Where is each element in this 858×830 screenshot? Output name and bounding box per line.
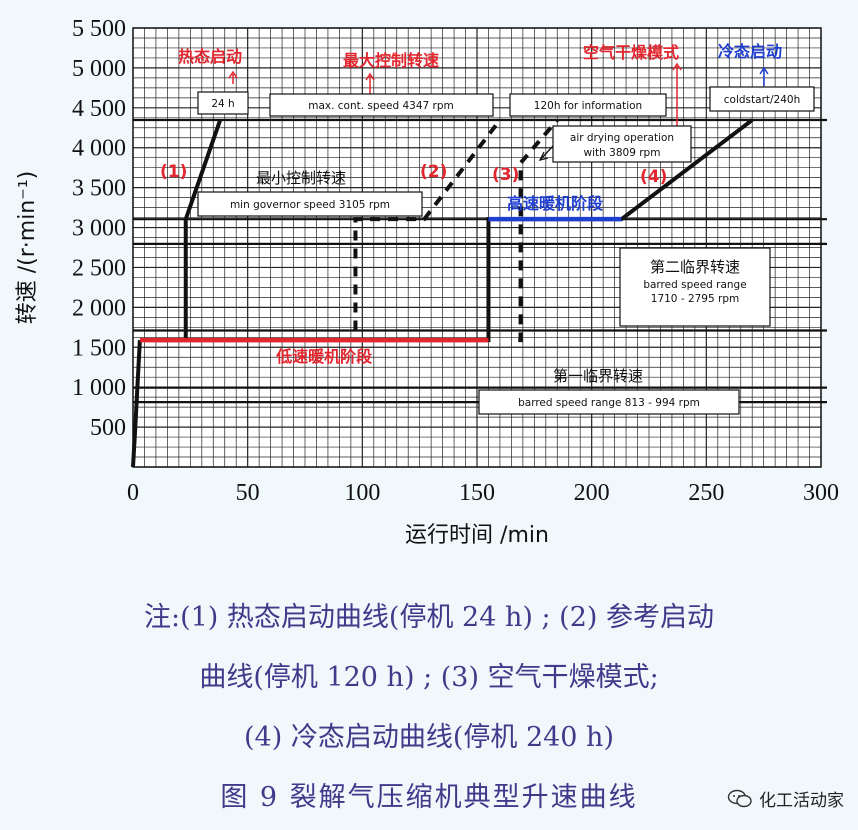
phase-label: 低速暖机阶段 <box>275 347 373 366</box>
y-tick-label: 500 <box>90 415 126 441</box>
series-layer: 低速暖机阶段 高速暖机阶段 <box>131 118 754 468</box>
annotation-layer: 热态启动 最大控制转速 空气干燥模式 冷态启动 24 h max. cont. … <box>160 42 815 415</box>
x-tick-label: 50 <box>236 480 260 506</box>
min-speed-label: 最小控制转速 <box>256 169 346 187</box>
x-axis-label: 运行时间 /min <box>405 523 549 548</box>
plot-frame <box>132 27 822 468</box>
x-tick-label: 100 <box>344 480 380 506</box>
box-max-speed-text: max. cont. speed 4347 rpm <box>308 100 454 112</box>
cold-start-arrow <box>759 66 769 86</box>
air-dry-label: 空气干燥模式 <box>583 43 679 62</box>
x-tick-label: 300 <box>803 480 839 506</box>
wechat-icon <box>727 789 752 807</box>
barred-2-line2: 1710 - 2795 rpm <box>651 293 739 305</box>
box-24h <box>197 91 249 115</box>
curve-1-label: (1) <box>160 162 187 182</box>
hot-start-label: 热态启动 <box>178 47 242 66</box>
box-max-speed <box>269 93 494 117</box>
hot-start-arrow <box>228 70 238 84</box>
x-tick-label: 250 <box>688 480 724 506</box>
box-24h-text: 24 h <box>211 98 234 110</box>
cold-start-label: 冷态启动 <box>718 42 782 61</box>
caption-note-line1: 注:(1) 热态启动曲线(停机 24 h) ; (2) 参考启动 <box>144 602 714 633</box>
x-tick-label: 200 <box>574 480 610 506</box>
box-air-drying-line2: with 3809 rpm <box>584 147 661 159</box>
curve-3-label: (3) <box>492 165 519 185</box>
box-coldstart-text: coldstart/240h <box>724 94 800 106</box>
y-tick-label: 1 500 <box>72 335 126 361</box>
box-critical-2 <box>619 247 771 327</box>
box-min-governor <box>197 191 423 217</box>
y-tick-label: 3 000 <box>72 216 126 242</box>
air-dry-arrow <box>672 62 682 126</box>
speed-chart: 0 50 100 150 200 250 300 500 1 000 1 500 2 000 2 50… <box>15 16 839 548</box>
x-tick-label: 150 <box>459 480 495 506</box>
series-line <box>353 118 502 331</box>
box-critical-1-text: barred speed range 813 - 994 rpm <box>518 397 700 409</box>
series-line <box>518 118 559 343</box>
y-tick-label: 5 000 <box>72 56 126 82</box>
y-tick-label: 1 000 <box>72 375 126 401</box>
watermark: 化工活动家 <box>727 786 844 811</box>
y-axis-label: 转速 /(r·min⁻¹) <box>15 171 40 325</box>
axes: 0 50 100 150 200 250 300 500 1 000 1 500 2 000 2 50… <box>15 16 839 548</box>
y-tick-label: 4 000 <box>72 136 126 162</box>
box-120h-text: 120h for information <box>534 100 642 112</box>
box-min-governor-text: min governor speed 3105 rpm <box>230 199 390 211</box>
y-tick-label: 5 500 <box>72 16 126 42</box>
curve-2-label: (2) <box>420 162 447 182</box>
box-air-drying <box>552 125 692 163</box>
box-critical-1 <box>478 389 740 415</box>
phase-label: 高速暖机阶段 <box>507 194 604 213</box>
y-tick-label: 4 500 <box>72 96 126 122</box>
series-line <box>131 339 142 468</box>
caption-note-line2: 曲线(停机 120 h) ; (3) 空气干燥模式; <box>199 662 659 693</box>
box-coldstart <box>709 86 815 112</box>
figure-title: 图 9 裂解气压缩机典型升速曲线 <box>220 782 638 813</box>
y-tick-label: 2 000 <box>72 295 126 321</box>
max-speed-arrow <box>365 72 375 94</box>
watermark-text: 化工活动家 <box>759 791 844 811</box>
max-speed-label: 最大控制转速 <box>343 51 439 70</box>
box-120h <box>509 93 667 117</box>
y-tick-label: 3 500 <box>72 176 126 202</box>
critical-2-label: 第二临界转速 <box>650 258 740 276</box>
x-tick-label: 0 <box>127 480 139 506</box>
caption-note-line3: (4) 冷态启动曲线(停机 240 h) <box>244 722 614 753</box>
curve-4-label: (4) <box>640 167 667 187</box>
box-air-drying-line1: air drying operation <box>570 132 674 144</box>
y-tick-label: 2 500 <box>72 255 126 281</box>
critical-1-label: 第一临界转速 <box>553 367 643 385</box>
air-drying-pointer <box>538 145 554 161</box>
barred-2-line1: barred speed range <box>643 279 746 291</box>
